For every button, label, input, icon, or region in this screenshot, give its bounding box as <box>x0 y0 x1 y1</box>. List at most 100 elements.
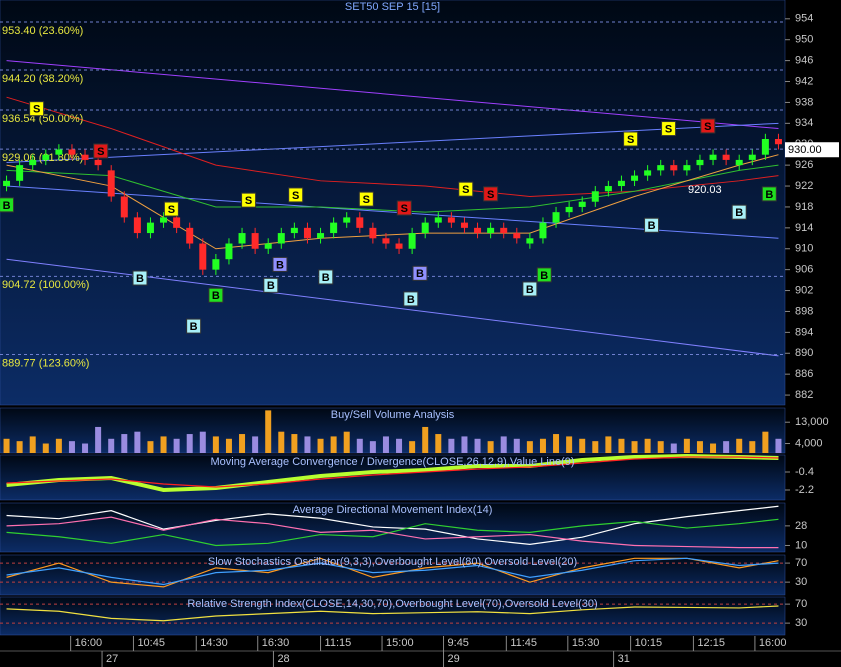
signal-label: B <box>540 270 548 282</box>
x-tick-label: 15:30 <box>572 637 600 649</box>
signal-marker <box>0 197 15 213</box>
indicator-line <box>6 453 779 493</box>
x-tick-label: 11:45 <box>510 637 537 649</box>
candle-body <box>94 159 102 166</box>
signal-marker <box>396 200 412 216</box>
signal-marker <box>263 277 279 293</box>
x-tick-label: 12:15 <box>697 637 725 649</box>
candle-body <box>578 201 586 207</box>
volume-bar <box>160 436 167 453</box>
x-tick-label: 11:15 <box>325 637 352 649</box>
y-tick-label: 954 <box>795 13 813 25</box>
indicator-line <box>6 557 779 586</box>
fib-label: 936.54 (50.00%) <box>2 113 83 125</box>
panel-background <box>0 596 786 636</box>
volume-bar <box>592 441 599 453</box>
signal-label: S <box>704 121 711 133</box>
volume-bar <box>16 441 23 453</box>
candle-body <box>107 170 115 197</box>
volume-bar <box>29 436 36 453</box>
axis-column <box>785 0 841 636</box>
signal-label: S <box>363 194 370 206</box>
volume-bar <box>762 431 769 453</box>
candle-body <box>356 217 364 228</box>
candle-body <box>395 243 403 249</box>
signal-label: B <box>416 268 424 280</box>
candle-body <box>735 159 743 166</box>
signal-marker <box>536 267 552 283</box>
candle-body <box>722 154 730 160</box>
chart-title: SET50 SEP 15 [15] <box>345 1 440 13</box>
indicator-line <box>6 557 779 588</box>
volume-bar <box>278 431 285 453</box>
signal-marker <box>29 101 45 117</box>
y-tick-label: 934 <box>795 117 813 129</box>
volume-bar <box>579 438 586 453</box>
y-tick-label: 898 <box>795 305 813 317</box>
fib-label: 953.40 (23.60%) <box>2 25 83 37</box>
volume-bar <box>710 443 717 453</box>
overlay-line <box>6 164 779 213</box>
volume-bar <box>736 438 743 453</box>
y-tick-label: 946 <box>795 55 813 67</box>
candle-body <box>277 233 285 244</box>
volume-bar <box>252 436 259 453</box>
candle-body <box>369 227 377 239</box>
candle-body <box>513 233 521 239</box>
fib-label: 904.72 (100.00%) <box>2 279 89 291</box>
signal-marker <box>403 291 419 307</box>
signal-label: B <box>526 284 534 296</box>
y-tick-label: 4,000 <box>795 437 823 449</box>
signal-marker <box>644 217 660 233</box>
candle-body <box>683 165 691 171</box>
signal-marker <box>661 121 677 137</box>
candle-body <box>186 227 194 244</box>
volume-bar <box>369 441 376 453</box>
x-tick-label: 14:30 <box>200 637 228 649</box>
signal-marker <box>731 204 747 220</box>
candle-body <box>120 196 128 218</box>
y-tick-label: 890 <box>795 347 813 359</box>
panel-title: Average Directional Movement Index(14) <box>293 504 493 516</box>
indicator-line <box>6 456 779 488</box>
signal-label: B <box>3 200 11 212</box>
signal-marker <box>288 187 304 203</box>
volume-bar <box>108 438 115 453</box>
candle-body <box>552 212 560 223</box>
volume-bar <box>749 441 756 453</box>
signal-label: S <box>462 184 469 196</box>
candle-body <box>500 227 508 234</box>
panel-title: Relative Strength Index(CLOSE,14,30,70),… <box>187 598 597 610</box>
fib-label: 944.20 (38.20%) <box>2 73 83 85</box>
volume-bar <box>225 438 232 453</box>
candle-body <box>434 217 442 223</box>
volume-bar <box>539 438 546 453</box>
indicator-line <box>6 518 779 547</box>
candle-body <box>421 222 429 234</box>
volume-bar <box>605 436 612 453</box>
y-tick-label: 894 <box>795 326 813 338</box>
volume-bar <box>291 434 298 453</box>
y-tick-label: 886 <box>795 368 813 380</box>
y-tick-label: 882 <box>795 389 813 401</box>
volume-bar <box>330 436 337 453</box>
signal-label: B <box>735 207 743 219</box>
signal-label: S <box>665 123 672 135</box>
candle-body <box>29 159 37 166</box>
volume-bar <box>553 434 560 453</box>
volume-bar <box>474 438 481 453</box>
candle-body <box>748 154 756 160</box>
candle-body <box>670 165 678 171</box>
y-tick-label: 914 <box>795 222 813 234</box>
y-tick-label: 918 <box>795 201 813 213</box>
candle-body <box>617 180 625 187</box>
volume-bar <box>513 438 520 453</box>
signal-label: B <box>322 272 330 284</box>
overlay-line <box>6 60 779 130</box>
candle-body <box>408 233 416 249</box>
volume-bar <box>435 434 442 453</box>
volume-bar <box>631 441 638 453</box>
candle-body <box>160 217 168 223</box>
x-tick-label: 16:30 <box>262 637 290 649</box>
